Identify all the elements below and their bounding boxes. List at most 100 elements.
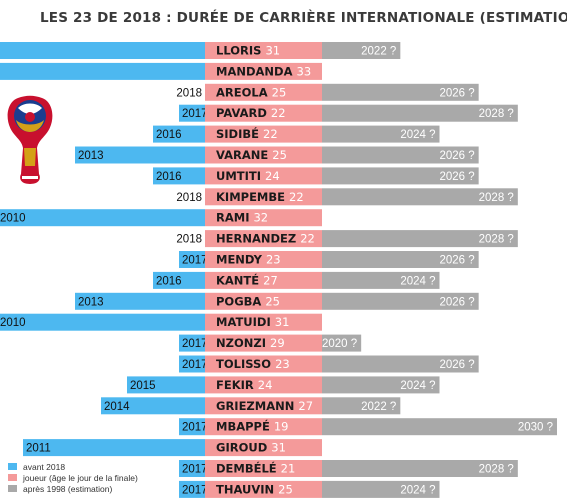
before-bar-lloris (0, 42, 205, 59)
legend-swatch-after (8, 485, 17, 492)
player-age-nzonzi: 29 (270, 336, 285, 350)
after-bar-nzonzi (322, 334, 362, 352)
player-name-varane: VARANE 25 (216, 148, 287, 162)
player-age-mendy: 23 (266, 253, 281, 267)
world-cup-trophy-icon (7, 95, 53, 184)
player-age-kimpembe: 22 (289, 190, 304, 204)
end-year-label-tolisso: 2026 ? (439, 359, 474, 371)
player-name-lloris: LLORIS 31 (216, 44, 280, 58)
start-year-label-areola: 2018 (176, 87, 202, 99)
end-year-label-pavard: 2028 ? (479, 108, 514, 120)
player-name-griezmann: GRIEZMANN 27 (216, 399, 313, 413)
after-bar-mbappé (322, 418, 557, 436)
player-age-lloris: 31 (265, 44, 280, 58)
player-age-fekir: 24 (258, 378, 273, 392)
player-bar-mbappé (205, 418, 322, 436)
before-bar-giroud (23, 439, 205, 457)
start-year-label-nzonzi: 2017 (182, 338, 208, 350)
before-bar-dembélé (179, 460, 205, 477)
start-year-label-varane: 2013 (78, 150, 104, 162)
end-year-label-fekir: 2024 ? (400, 380, 435, 392)
player-bar-nzonzi (205, 334, 322, 352)
after-bar-umtiti (322, 167, 479, 185)
legend-item-player: joueur (âge le jour de la finale) (8, 472, 138, 483)
player-name-mbappé: MBAPPÉ 19 (216, 419, 288, 434)
start-year-label-matuidi: 2010 (0, 317, 26, 329)
start-year-label-dembélé: 2017 (182, 464, 208, 476)
legend-label-player: joueur (âge le jour de la finale) (23, 472, 138, 483)
after-bar-fekir (322, 376, 440, 394)
before-bar-thauvin (179, 480, 205, 498)
before-bar-mandanda (0, 62, 205, 80)
end-year-label-kimpembe: 2028 ? (479, 192, 514, 204)
player-bar-giroud (205, 439, 322, 457)
player-name-fekir: FEKIR 24 (216, 378, 272, 392)
before-bar-pavard (179, 104, 205, 122)
player-age-sidibé: 22 (263, 127, 278, 141)
end-year-label-lloris: 2022 ? (361, 46, 396, 58)
player-name-thauvin: THAUVIN 25 (216, 482, 293, 496)
player-name-nzonzi: NZONZI 29 (216, 336, 285, 350)
player-bar-hernandez (205, 230, 322, 248)
end-year-label-griezmann: 2022 ? (361, 401, 396, 413)
player-bar-dembélé (205, 460, 322, 477)
player-name-pogba: POGBA 25 (216, 294, 280, 308)
player-bar-pavard (205, 104, 322, 122)
player-age-griezmann: 27 (298, 399, 313, 413)
end-year-label-nzonzi: 2020 ? (322, 338, 357, 350)
player-name-rami: RAMI 32 (216, 211, 268, 225)
player-age-areola: 25 (272, 85, 287, 99)
player-name-dembélé: DEMBÉLÉ 21 (216, 461, 295, 476)
player-name-mandanda: MANDANDA 33 (216, 64, 311, 78)
end-year-label-thauvin: 2024 ? (400, 484, 435, 496)
end-year-label-umtiti: 2026 ? (439, 171, 474, 183)
before-bar-tolisso (179, 355, 205, 373)
after-bar-varane (322, 146, 479, 164)
player-bar-griezmann (205, 397, 322, 415)
legend-swatch-before (8, 463, 17, 470)
player-name-umtiti: UMTITI 24 (216, 169, 280, 183)
player-name-hernandez: HERNANDEZ 22 (216, 232, 315, 246)
player-bar-umtiti (205, 167, 322, 185)
player-bar-mendy (205, 251, 322, 268)
start-year-label-hernandez: 2018 (176, 234, 202, 246)
player-bar-lloris (205, 42, 322, 59)
after-bar-griezmann (322, 397, 401, 415)
player-bar-rami (205, 209, 322, 227)
after-bar-hernandez (322, 230, 518, 248)
player-age-pogba: 25 (265, 294, 280, 308)
after-bar-sidibé (322, 125, 440, 143)
end-year-label-varane: 2026 ? (439, 150, 474, 162)
player-bar-pogba (205, 292, 322, 310)
before-bar-rami (0, 209, 205, 227)
start-year-label-giroud: 2011 (26, 443, 51, 455)
player-age-dembélé: 21 (281, 462, 296, 476)
start-year-label-kimpembe: 2018 (176, 192, 202, 204)
legend-label-before: avant 2018 (23, 461, 66, 472)
player-bar-sidibé (205, 125, 322, 143)
player-age-matuidi: 31 (275, 315, 290, 329)
end-year-label-mbappé: 2030 ? (518, 422, 553, 434)
player-name-pavard: PAVARD 22 (216, 106, 286, 120)
chart-legend: avant 2018 joueur (âge le jour de la fin… (8, 461, 138, 494)
after-bar-thauvin (322, 480, 440, 498)
before-bar-sidibé (153, 125, 205, 143)
legend-item-before: avant 2018 (8, 461, 138, 472)
start-year-label-sidibé: 2016 (156, 129, 182, 141)
player-bar-tolisso (205, 355, 322, 373)
player-age-kanté: 27 (263, 273, 278, 287)
after-bar-tolisso (322, 355, 479, 373)
player-bar-mandanda (205, 62, 322, 80)
player-name-sidibé: SIDIBÉ 22 (216, 126, 278, 141)
player-age-umtiti: 24 (265, 169, 280, 183)
player-bar-matuidi (205, 313, 322, 331)
start-year-label-thauvin: 2017 (182, 484, 208, 496)
chart-title: LES 23 DE 2018 : DURÉE DE CARRIÈRE INTER… (40, 10, 567, 26)
player-bar-kimpembe (205, 188, 322, 206)
player-name-matuidi: MATUIDI 31 (216, 315, 289, 329)
after-bar-kanté (322, 271, 440, 289)
after-bar-pavard (322, 104, 518, 122)
player-age-mbappé: 19 (274, 420, 289, 434)
start-year-label-umtiti: 2016 (156, 171, 182, 183)
